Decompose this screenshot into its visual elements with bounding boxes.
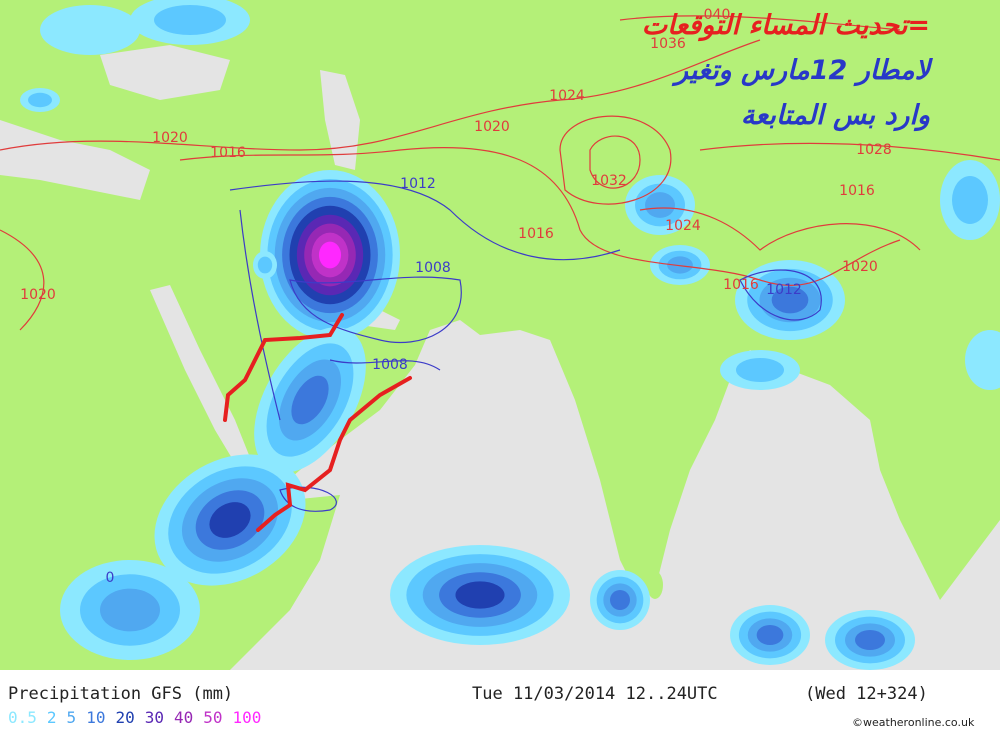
- legend-entry: 50: [203, 708, 223, 727]
- isobar-label: 1008: [372, 357, 408, 373]
- isobar-label: 1028: [856, 142, 892, 158]
- isobars: [0, 15, 1000, 512]
- isobar-label: 1016: [518, 226, 554, 242]
- precip-area: [771, 286, 809, 314]
- precip-area: [318, 241, 342, 269]
- precip-area: [952, 176, 988, 224]
- isobar-label: 040: [704, 7, 731, 23]
- hand-drawn-lines: [223, 313, 412, 532]
- legend-entry: 30: [144, 708, 164, 727]
- isobar-label: 0: [106, 570, 115, 586]
- isobar-label: 1020: [474, 119, 510, 135]
- precip-area: [209, 502, 251, 538]
- legend-entry: 0.5: [8, 708, 37, 727]
- legend-entry: 100: [232, 708, 262, 727]
- isobar-label: 1012: [400, 176, 436, 192]
- isobar-label: 1020: [842, 259, 878, 275]
- valid-time: Tue 11/03/2014 12..24UTC: [472, 684, 718, 704]
- legend-entry: 40: [173, 708, 194, 727]
- sri-lanka: [647, 571, 663, 599]
- precip-area: [645, 192, 675, 218]
- legend-entry: 2: [46, 708, 57, 727]
- precip-area: [100, 588, 160, 632]
- precip-area: [28, 92, 52, 108]
- precip-area: [736, 358, 784, 382]
- isobar-label: 1024: [665, 218, 701, 234]
- precip-area: [855, 630, 885, 650]
- isobar-label: 1024: [549, 88, 585, 104]
- copyright: ©weatheronline.co.uk: [852, 716, 975, 729]
- precip-area: [455, 581, 505, 609]
- annotation-line: وارد بس المتابعة: [740, 100, 930, 131]
- annotation-line: لامطار 12مارس وتغير: [675, 55, 930, 86]
- precip-area: [610, 590, 630, 610]
- legend: 0.5 2 5 10 20 30 40 50 100: [8, 708, 271, 727]
- run-info: (Wed 12+324): [805, 684, 928, 704]
- legend-entry: 10: [86, 708, 106, 727]
- precip-area: [291, 375, 329, 425]
- precip-area: [667, 256, 693, 274]
- isobar-label: 1008: [415, 260, 451, 276]
- precip-area: [756, 625, 784, 645]
- isobar-label: 1020: [152, 130, 188, 146]
- red-sea: [150, 285, 255, 480]
- isobar-label: 1016: [723, 277, 759, 293]
- precipitation: [20, 0, 1000, 670]
- precip-area: [154, 5, 226, 35]
- legend-entry: 20: [115, 708, 135, 727]
- black-sea: [100, 45, 230, 100]
- isobar-label: 1012: [766, 282, 802, 298]
- isobar-label: 1016: [839, 183, 875, 199]
- legend-entry: 5: [66, 708, 77, 727]
- mediterranean: [0, 120, 150, 200]
- precip-area: [40, 5, 140, 55]
- isobar-label: 1036: [650, 36, 686, 52]
- isobar-label: 1020: [20, 287, 56, 303]
- isobar-label: 1016: [210, 145, 246, 161]
- annotation-line: =تحديث المساء التوقعات: [641, 10, 930, 41]
- map-title: Precipitation GFS (mm): [8, 684, 234, 704]
- precip-area: [965, 330, 1000, 390]
- isobar-label: 1032: [591, 173, 627, 189]
- precip-area: [257, 256, 273, 274]
- caspian-sea: [320, 70, 360, 170]
